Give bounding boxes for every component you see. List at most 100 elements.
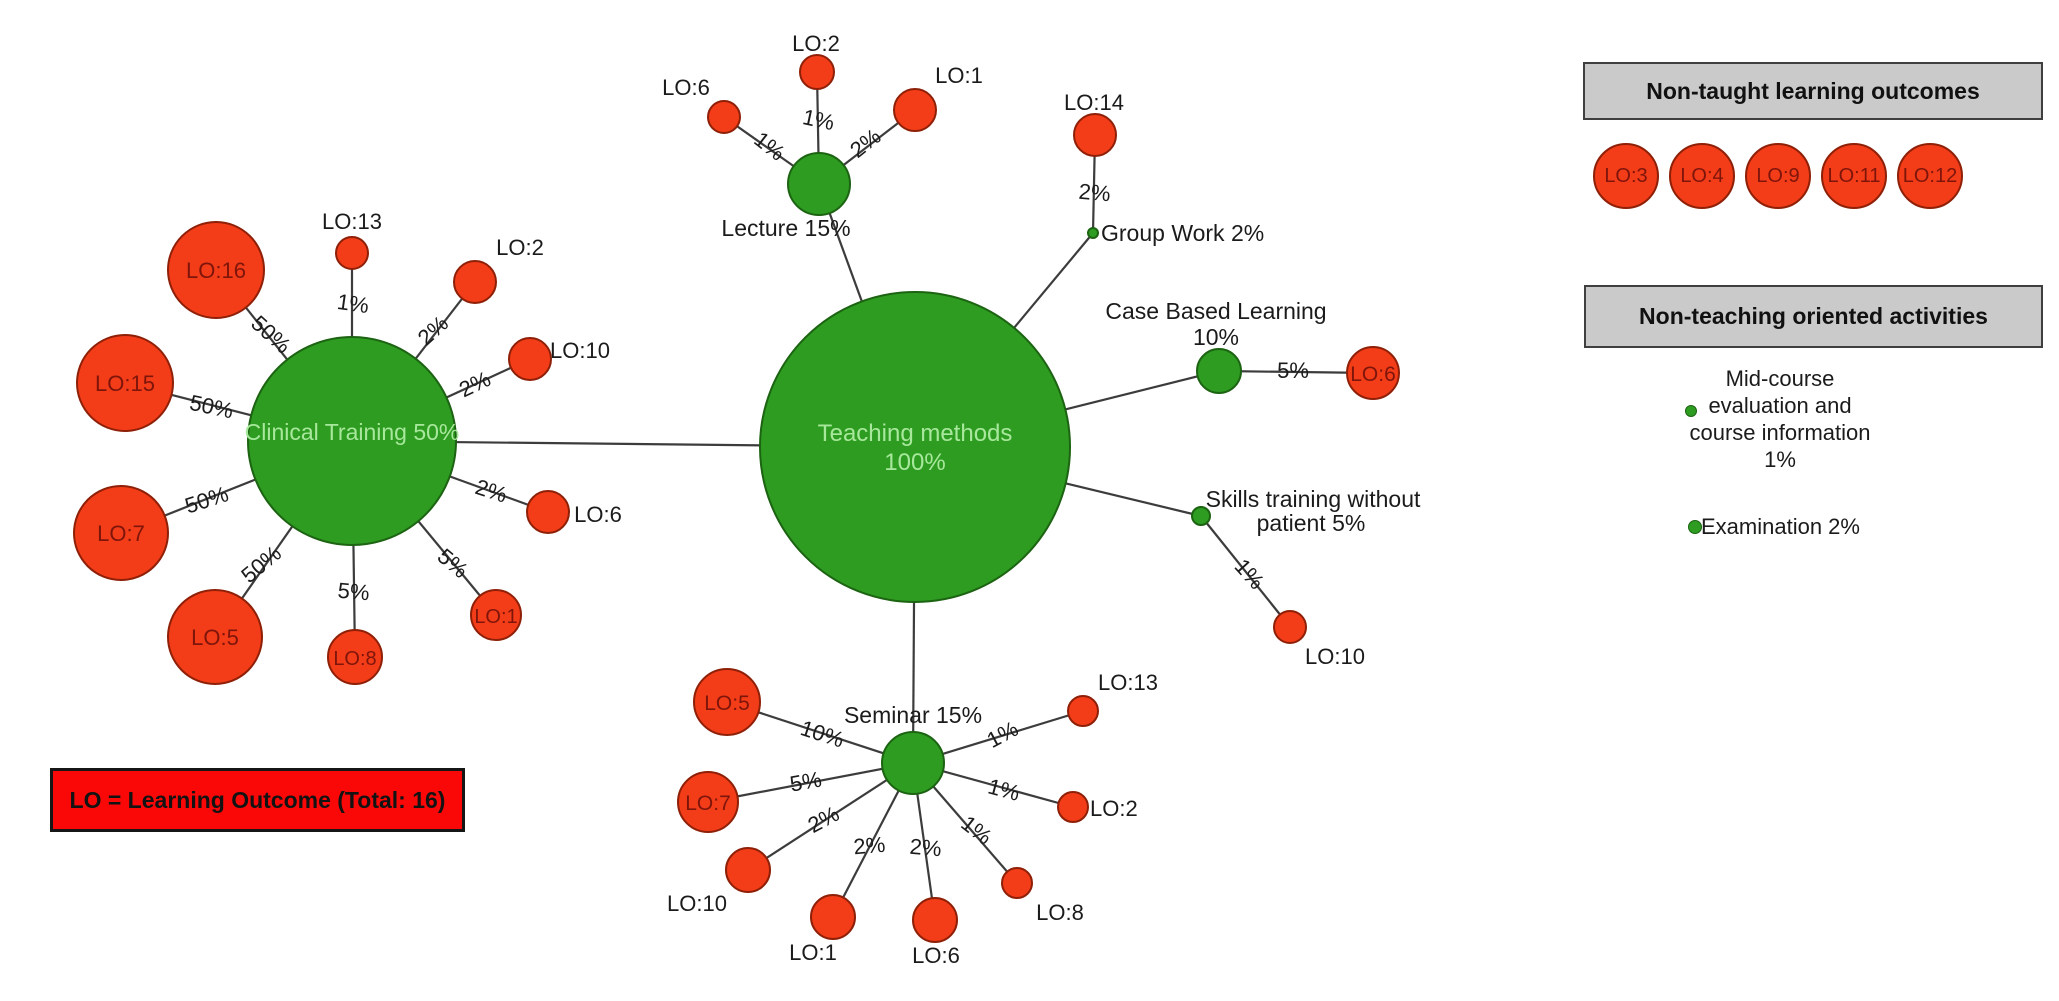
node-lo6-cbl [1346,346,1400,400]
label-pct-lo6-cbl: 5% [1277,358,1309,383]
label-lo6-lecture-name: LO:6 [662,75,710,100]
label-pct-lo1-seminar: 2% [852,832,886,860]
node-cbl [1196,348,1242,394]
node-seminar [881,731,945,795]
node-lo5-seminar [693,668,761,736]
midcourse-label-line3: course information [1689,420,1871,445]
label-lo2-seminar-name: LO:2 [1090,796,1138,821]
node-lo10-seminar [725,847,771,893]
link-seminar-lo10-seminar [747,762,914,871]
label-pct-lo10-seminar: 2% [804,801,844,838]
legend-outcome-circle-LO12: LO:12 [1897,143,1963,209]
midcourse-label-line4: 1% [1764,447,1796,472]
label-lo5-seminar-name: LO:5 [704,692,750,715]
label-lo16-name: LO:16 [186,258,246,283]
node-lo7-clinical [73,485,169,581]
node-skills [1191,506,1211,526]
node-lo13-seminar [1067,695,1099,727]
label-lo8-seminar-name: LO:8 [1036,900,1084,925]
link-skills-lo10-skills [1200,515,1291,628]
label-lo10-seminar-name: LO:10 [667,891,727,916]
label-pct-lo8-seminar: 1% [956,810,996,849]
label-seminar-name: Seminar 15% [844,702,982,728]
label-lo6-clinical-name: LO:6 [574,502,622,527]
node-lo2-lecture [799,54,835,90]
node-lo8-clinical [327,629,383,685]
node-lo8-seminar [1001,867,1033,899]
label-lo2-clinical-name: LO:2 [496,235,544,260]
label-lo6-seminar-name: LO:6 [912,943,960,968]
label-skills-name-2: patient 5% [1257,510,1366,536]
link-seminar-lo7-seminar [707,761,914,804]
node-clinical [247,336,457,546]
label-lo8-clinical-name: LO:8 [333,648,376,670]
label-pct-lo14: 2% [1078,179,1112,207]
node-lo15 [76,334,174,432]
node-lo10-skills [1273,610,1307,644]
node-lo2-seminar [1057,791,1089,823]
label-pct-lo8-clinical: 5% [337,578,371,606]
node-lo6-seminar [912,897,958,943]
label-lo6-cbl-name: LO:6 [1350,363,1396,386]
footer-note-box: LO = Learning Outcome (Total: 16) [50,768,465,832]
legend-outcome-circle-LO11: LO:11 [1821,143,1887,209]
label-teaching-pct: 100% [884,449,945,476]
node-lo10-clinical [508,337,552,381]
node-lo1-clinical [470,589,522,641]
label-cbl-pct: 10% [1193,324,1239,350]
legend-non-taught-title: Non-taught learning outcomes [1646,77,1980,104]
node-lecture [787,152,851,216]
label-groupwork-name: Group Work 2% [1101,220,1264,246]
node-groupwork [1087,227,1099,239]
node-lo16 [167,221,265,319]
label-clinical-name: Clinical Training 50% [245,419,460,445]
legend-outcome-circle-LO3: LO:3 [1593,143,1659,209]
label-lo10-skills-name: LO:10 [1305,644,1365,669]
legend-outcome-circle-LO9: LO:9 [1745,143,1811,209]
legend-outcome-circle-LO4: LO:4 [1669,143,1735,209]
node-lo7-seminar [677,771,739,833]
label-pct-lo6-clinical: 2% [472,474,510,508]
label-pct-lo2-seminar: 1% [985,774,1022,806]
label-lo1-seminar-name: LO:1 [789,940,837,965]
node-lo6-lecture [707,100,741,134]
midcourse-dot-icon [1685,405,1697,417]
node-teaching [759,291,1071,603]
legend-non-teaching-title: Non-teaching oriented activities [1639,303,1988,329]
legend-non-teaching-box: Non-teaching oriented activities [1584,285,2043,348]
label-pct-lo7-seminar: 5% [788,767,824,797]
label-pct-lo10-clinical: 2% [455,366,494,402]
label-pct-lo13-clinical: 1% [336,289,371,318]
examination-dot-icon [1688,520,1702,534]
examination-label: Examination 2% [1701,514,1860,539]
node-lo14 [1073,113,1117,157]
label-lo7-seminar-name: LO:7 [685,792,731,815]
label-teaching-name: Teaching methods [818,420,1013,447]
label-skills-name-1: Skills training without [1206,486,1421,512]
label-lo1-clinical-name: LO:1 [474,606,517,628]
midcourse-label: Mid-course evaluation and course informa… [1630,365,1930,473]
label-pct-lo1-clinical: 5% [433,543,473,583]
label-pct-lo5-seminar: 10% [798,715,848,752]
label-lo15-name: LO:15 [95,371,155,396]
midcourse-label-line2: evaluation and [1708,393,1852,418]
label-cbl-name: Case Based Learning [1105,298,1326,324]
label-pct-lo15: 50% [187,390,235,424]
label-lo10-clinical-name: LO:10 [550,338,610,363]
legend-non-taught-circles: LO:3 LO:4 LO:9 LO:11 LO:12 [1593,143,1963,209]
label-lo2-lecture-name: LO:2 [792,31,840,56]
label-pct-lo7-clinical: 50% [182,481,232,518]
label-lo13-seminar-name: LO:13 [1098,670,1158,695]
label-pct-lo13-seminar: 1% [983,716,1023,753]
footer-note: LO = Learning Outcome (Total: 16) [69,786,446,813]
legend-non-taught-box: Non-taught learning outcomes [1583,62,2043,120]
node-lo2-clinical [453,260,497,304]
node-lo6-clinical [526,490,570,534]
label-lecture-name: Lecture 15% [721,215,850,241]
label-pct-lo6-seminar: 2% [909,834,943,862]
node-lo5-clinical [167,589,263,685]
node-lo1-seminar [810,894,856,940]
label-pct-lo2-lecture: 1% [800,104,836,135]
